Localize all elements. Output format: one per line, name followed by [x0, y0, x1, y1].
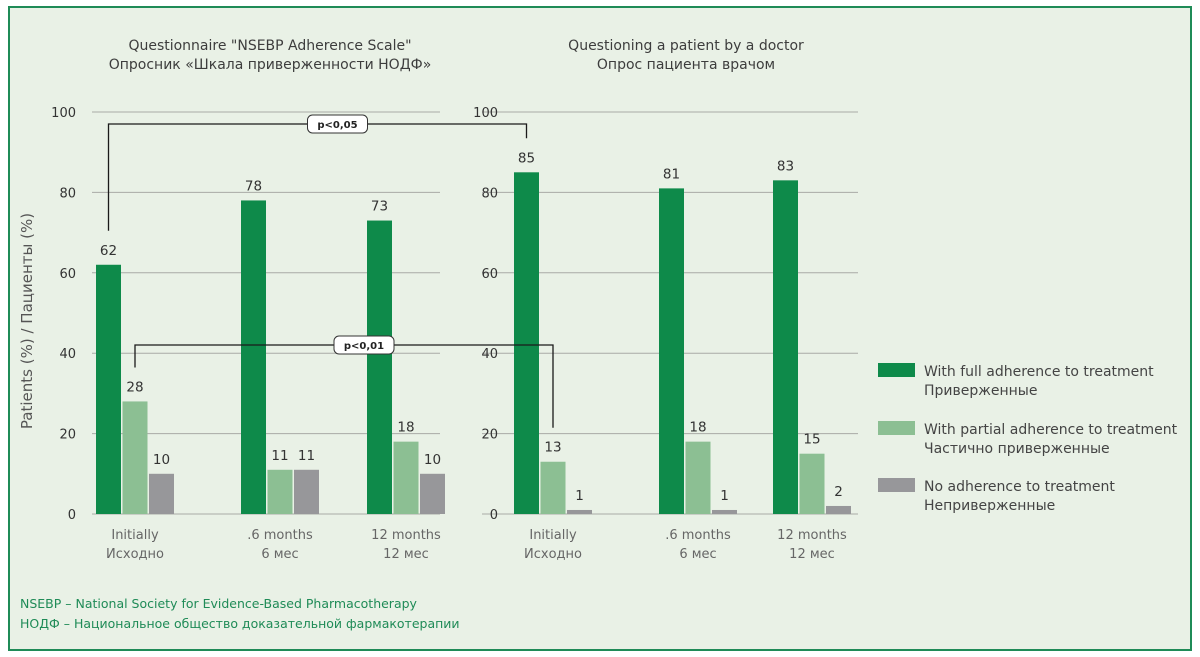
footer-note-ru: НОДФ – Национальное общество доказательн…	[20, 616, 460, 631]
bar	[393, 441, 419, 514]
y-axis-label: Patients (%) / Пациенты (%)	[18, 213, 36, 429]
bar-value-label: 11	[298, 448, 315, 464]
bar	[294, 469, 319, 514]
y-tick-label: 40	[59, 347, 76, 362]
legend-swatch-partial	[878, 421, 915, 435]
legend-label-none-en: No adherence to treatment	[924, 479, 1115, 495]
bar-value-label: 83	[777, 158, 794, 174]
bar-value-label: 2	[834, 484, 843, 500]
bar	[826, 505, 851, 514]
bar	[122, 401, 148, 514]
bar	[685, 441, 711, 514]
x-category-label-ru: Исходно	[106, 547, 164, 562]
bar-value-label: 10	[153, 452, 170, 468]
x-category-label-en: 12 months	[371, 528, 441, 543]
chart-1-title: Questionnaire "NSEBP Adherence Scale"	[128, 38, 411, 54]
legend-swatch-none	[878, 478, 915, 492]
y-tick-label: 60	[481, 267, 498, 282]
bar-value-label: 13	[544, 440, 561, 456]
y-tick-label: 100	[473, 106, 498, 121]
x-category-label-en: Initially	[111, 528, 159, 543]
chart-2-title: Questioning a patient by a doctor	[568, 38, 804, 54]
bar	[514, 172, 539, 515]
x-category-label-ru: 6 мес	[679, 547, 716, 562]
y-tick-label: 80	[481, 186, 498, 201]
x-category-label-ru: Исходно	[524, 547, 582, 562]
bar-value-label: 85	[518, 150, 535, 166]
significance-layer: p<0,05 p<0,01	[107, 114, 554, 428]
bar-value-label: 11	[271, 448, 288, 464]
bar-value-label: 28	[126, 379, 143, 395]
bar	[799, 453, 825, 514]
p-value-label: p<0,01	[344, 341, 384, 352]
p-value-box	[333, 335, 395, 355]
legend-label-partial-en: With partial adherence to treatment	[924, 422, 1178, 438]
bar	[712, 509, 737, 514]
footer-note-en: NSEBP – National Society for Evidence-Ba…	[20, 596, 418, 611]
bar	[149, 473, 174, 514]
chart-1-subtitle: Опросник «Шкала приверженности НОДФ»	[109, 57, 432, 73]
p-value-box	[307, 114, 368, 134]
y-tick-label: 100	[51, 106, 76, 121]
bar-value-label: 1	[720, 488, 729, 504]
p-value-label: p<0,05	[317, 120, 357, 131]
bar	[367, 220, 392, 515]
legend: With full adherence to treatment Приверж…	[878, 363, 1178, 514]
bar-value-label: 18	[689, 420, 706, 436]
bar-value-label: 15	[803, 432, 820, 448]
x-category-label-ru: 12 мес	[383, 547, 429, 562]
bar	[659, 188, 684, 514]
legend-label-full-ru: Приверженные	[924, 383, 1037, 399]
bar	[267, 469, 293, 514]
bar-value-label: 81	[663, 166, 680, 182]
bar	[567, 509, 592, 514]
bar	[241, 200, 266, 514]
legend-swatch-full	[878, 363, 915, 377]
legend-label-full-en: With full adherence to treatment	[924, 364, 1154, 380]
y-tick-label: 0	[68, 508, 76, 523]
x-category-label-ru: 12 мес	[789, 547, 835, 562]
y-tick-label: 80	[59, 186, 76, 201]
bar-value-label: 1	[575, 488, 584, 504]
chart-2-subtitle: Опрос пациента врачом	[597, 57, 775, 73]
bar	[96, 264, 121, 514]
chart-canvas: Questionnaire "NSEBP Adherence Scale" Оп…	[18, 38, 1178, 631]
x-category-label-en: 12 months	[777, 528, 847, 543]
y-tick-label: 0	[490, 508, 498, 523]
y-tick-label: 20	[59, 428, 76, 443]
bar	[540, 461, 566, 514]
figure-frame: Questionnaire "NSEBP Adherence Scale" Оп…	[8, 6, 1192, 651]
x-category-label-en: .6 months	[247, 528, 313, 543]
bar	[420, 473, 445, 514]
bar-value-label: 18	[397, 420, 414, 436]
legend-label-partial-ru: Частично приверженные	[924, 441, 1110, 457]
y-tick-label: 20	[481, 428, 498, 443]
y-tick-label: 60	[59, 267, 76, 282]
bar	[773, 180, 798, 514]
legend-label-none-ru: Неприверженные	[924, 498, 1055, 514]
significance-bracket	[107, 123, 528, 231]
bar-value-label: 10	[424, 452, 441, 468]
x-category-label-ru: 6 мес	[261, 547, 298, 562]
x-category-label-en: .6 months	[665, 528, 731, 543]
bar-value-label: 73	[371, 199, 388, 215]
bar-value-label: 62	[100, 243, 117, 259]
bar-value-label: 78	[245, 178, 262, 194]
x-category-label-en: Initially	[529, 528, 577, 543]
y-tick-label: 40	[481, 347, 498, 362]
